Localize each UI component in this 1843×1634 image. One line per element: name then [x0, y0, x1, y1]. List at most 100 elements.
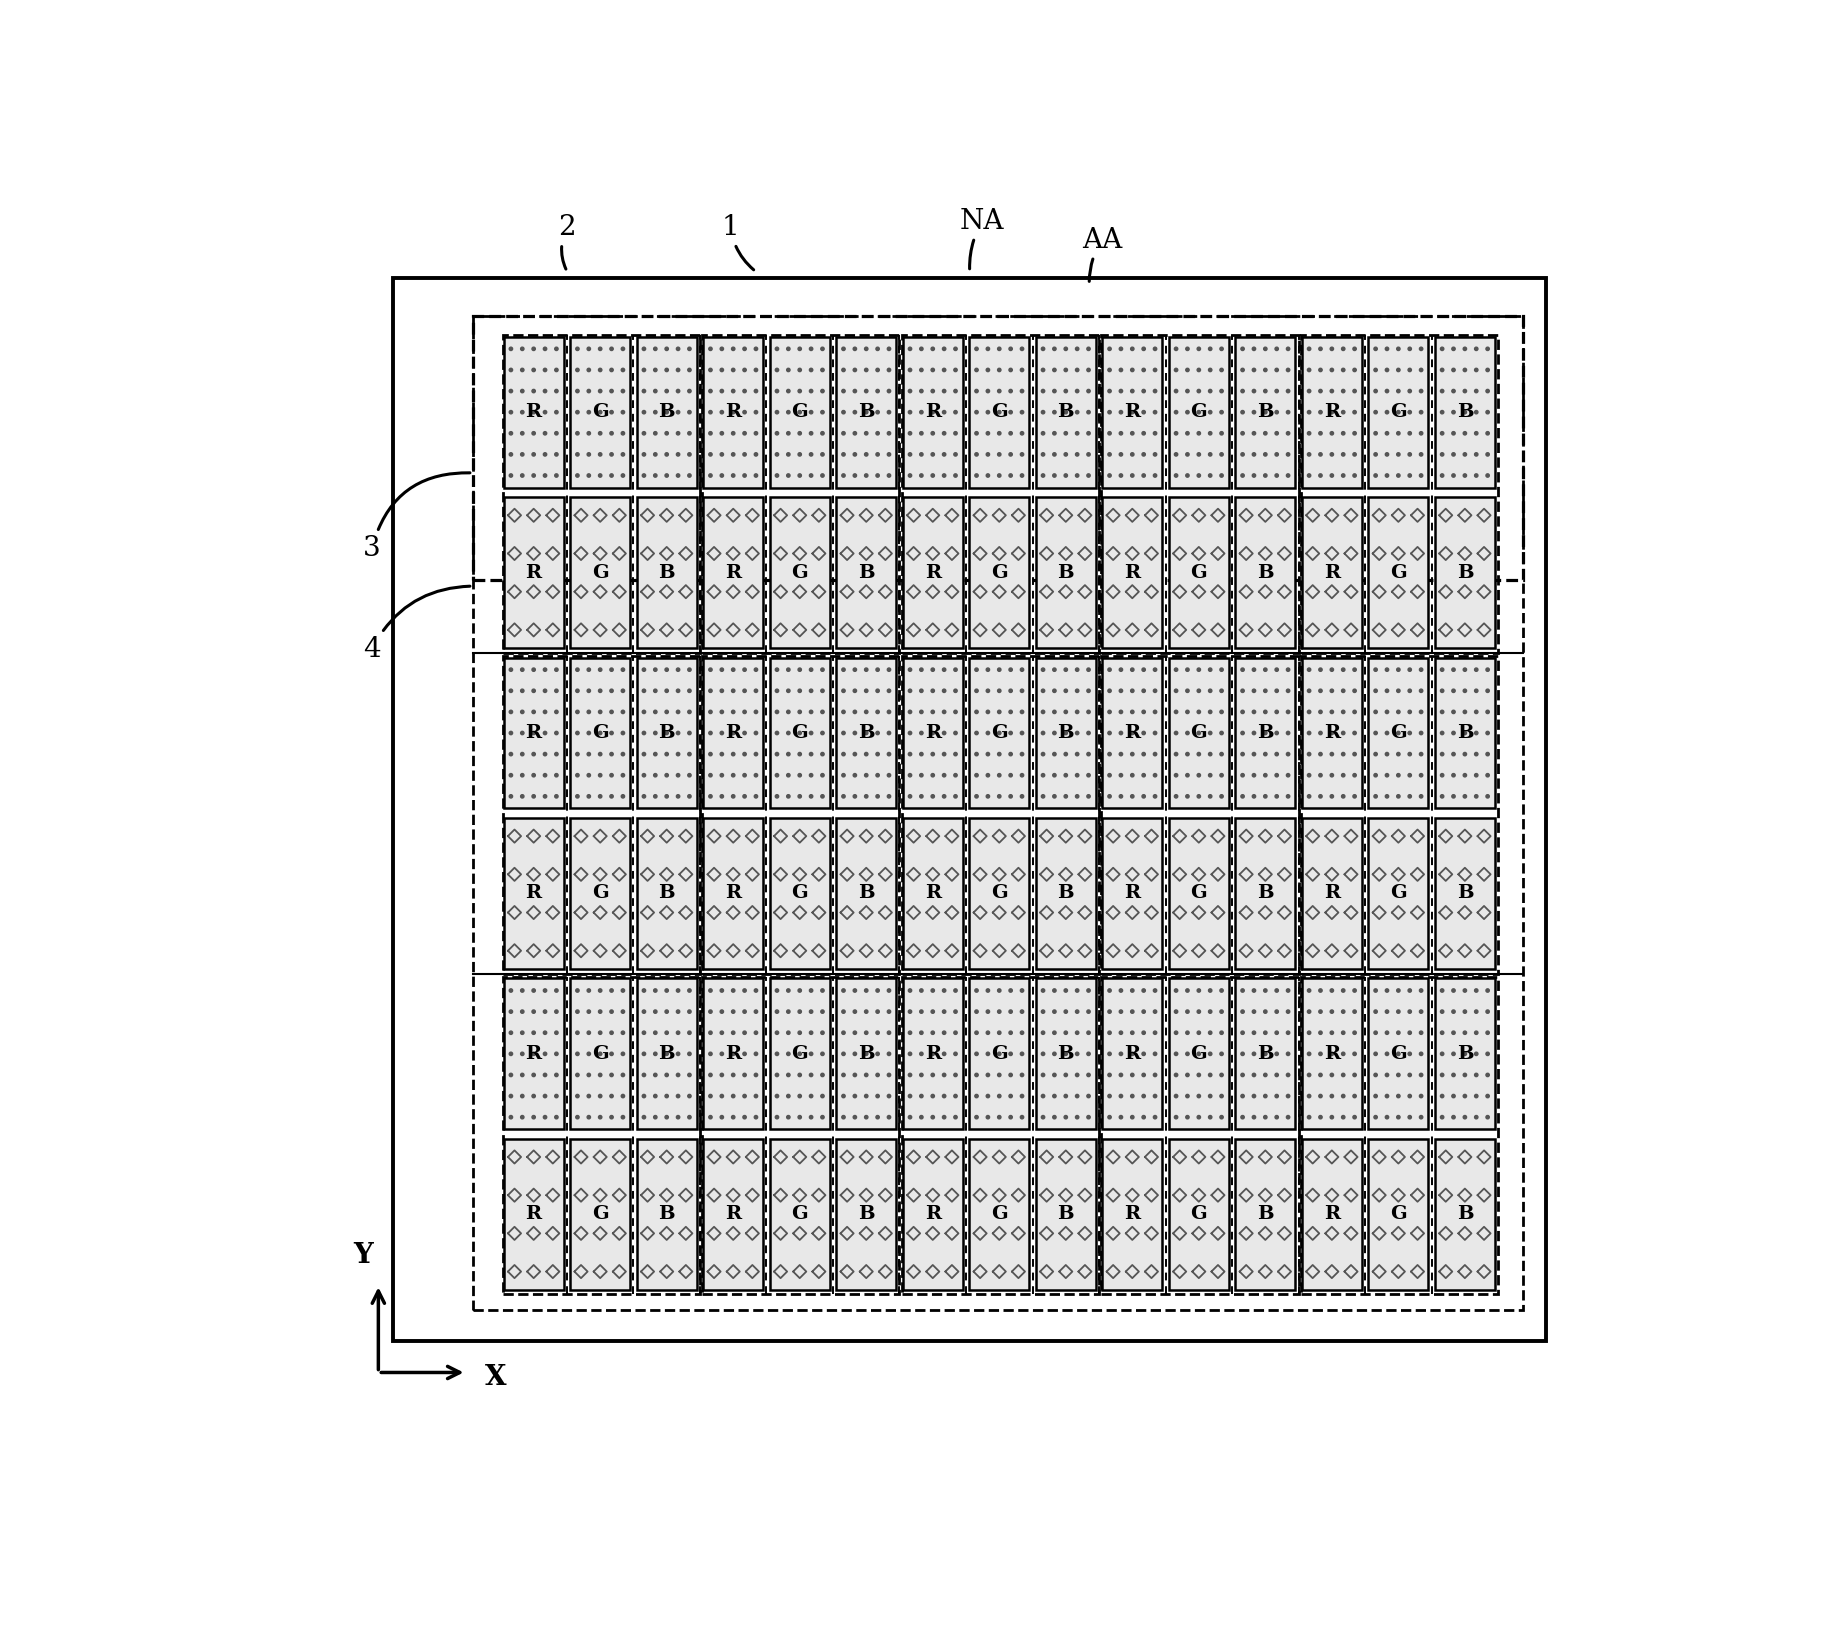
Bar — [1036, 657, 1097, 809]
Circle shape — [544, 1095, 547, 1098]
Circle shape — [975, 346, 979, 351]
Circle shape — [1408, 410, 1412, 413]
Circle shape — [1087, 474, 1091, 477]
Circle shape — [1143, 453, 1145, 456]
Circle shape — [1320, 1010, 1321, 1013]
Circle shape — [1474, 410, 1478, 413]
Text: R: R — [724, 1044, 741, 1062]
Circle shape — [1307, 474, 1310, 477]
Text: G: G — [592, 1206, 608, 1224]
Circle shape — [1209, 794, 1213, 797]
Circle shape — [1320, 1052, 1321, 1056]
Circle shape — [1251, 431, 1255, 435]
Circle shape — [1320, 389, 1321, 392]
Circle shape — [1130, 989, 1133, 992]
Circle shape — [1397, 773, 1401, 776]
Circle shape — [1419, 989, 1423, 992]
Circle shape — [588, 732, 590, 735]
Circle shape — [920, 346, 923, 351]
Circle shape — [853, 1116, 857, 1119]
Circle shape — [1485, 389, 1489, 392]
Circle shape — [1353, 1116, 1356, 1119]
Circle shape — [1209, 368, 1213, 371]
Circle shape — [732, 474, 735, 477]
Circle shape — [588, 1031, 590, 1034]
Circle shape — [1397, 368, 1401, 371]
Circle shape — [520, 1095, 523, 1098]
Circle shape — [1474, 690, 1478, 693]
Circle shape — [599, 410, 603, 413]
Circle shape — [1452, 794, 1456, 797]
Circle shape — [665, 474, 669, 477]
Circle shape — [687, 453, 691, 456]
Circle shape — [1342, 690, 1345, 693]
Circle shape — [1373, 989, 1377, 992]
Circle shape — [986, 989, 990, 992]
Circle shape — [533, 389, 534, 392]
Circle shape — [687, 1074, 691, 1077]
Bar — [1235, 979, 1296, 1129]
Circle shape — [641, 453, 645, 456]
Circle shape — [1331, 1010, 1334, 1013]
Bar — [1102, 977, 1299, 1294]
Circle shape — [621, 431, 625, 435]
Circle shape — [588, 1052, 590, 1056]
Circle shape — [520, 410, 523, 413]
Circle shape — [1373, 453, 1377, 456]
Circle shape — [931, 690, 934, 693]
Circle shape — [864, 1031, 868, 1034]
Circle shape — [1353, 389, 1356, 392]
Text: B: B — [859, 1206, 875, 1224]
Circle shape — [1087, 1095, 1091, 1098]
Circle shape — [509, 1010, 512, 1013]
Circle shape — [743, 794, 746, 797]
Circle shape — [1463, 1052, 1467, 1056]
Circle shape — [743, 773, 746, 776]
Circle shape — [732, 752, 735, 757]
Circle shape — [955, 1052, 957, 1056]
Text: 1: 1 — [722, 214, 754, 270]
Circle shape — [1408, 989, 1412, 992]
Circle shape — [1419, 453, 1423, 456]
Circle shape — [776, 453, 778, 456]
Circle shape — [654, 752, 656, 757]
Circle shape — [676, 1052, 680, 1056]
Circle shape — [787, 711, 791, 714]
Circle shape — [676, 1010, 680, 1013]
Circle shape — [1063, 1031, 1067, 1034]
Circle shape — [533, 732, 534, 735]
Circle shape — [754, 453, 757, 456]
Circle shape — [997, 1052, 1001, 1056]
Circle shape — [1185, 453, 1189, 456]
Circle shape — [853, 1095, 857, 1098]
Circle shape — [1251, 474, 1255, 477]
Circle shape — [754, 732, 757, 735]
Circle shape — [1441, 794, 1443, 797]
Circle shape — [599, 752, 603, 757]
Circle shape — [1386, 1031, 1388, 1034]
Circle shape — [1087, 711, 1091, 714]
Bar — [702, 335, 899, 654]
Circle shape — [1185, 1116, 1189, 1119]
Circle shape — [665, 773, 669, 776]
Circle shape — [920, 752, 923, 757]
Circle shape — [588, 1095, 590, 1098]
Circle shape — [942, 1031, 945, 1034]
Circle shape — [1331, 368, 1334, 371]
Circle shape — [1143, 773, 1145, 776]
Circle shape — [1052, 1010, 1056, 1013]
Circle shape — [864, 773, 868, 776]
Circle shape — [743, 1052, 746, 1056]
Circle shape — [1485, 1031, 1489, 1034]
Circle shape — [1441, 410, 1443, 413]
Circle shape — [544, 1052, 547, 1056]
Circle shape — [820, 1031, 824, 1034]
Circle shape — [743, 1095, 746, 1098]
Circle shape — [665, 346, 669, 351]
Circle shape — [1021, 453, 1023, 456]
Circle shape — [533, 431, 534, 435]
Bar — [903, 657, 962, 809]
Circle shape — [920, 732, 923, 735]
Circle shape — [1076, 1052, 1078, 1056]
Circle shape — [1286, 711, 1290, 714]
